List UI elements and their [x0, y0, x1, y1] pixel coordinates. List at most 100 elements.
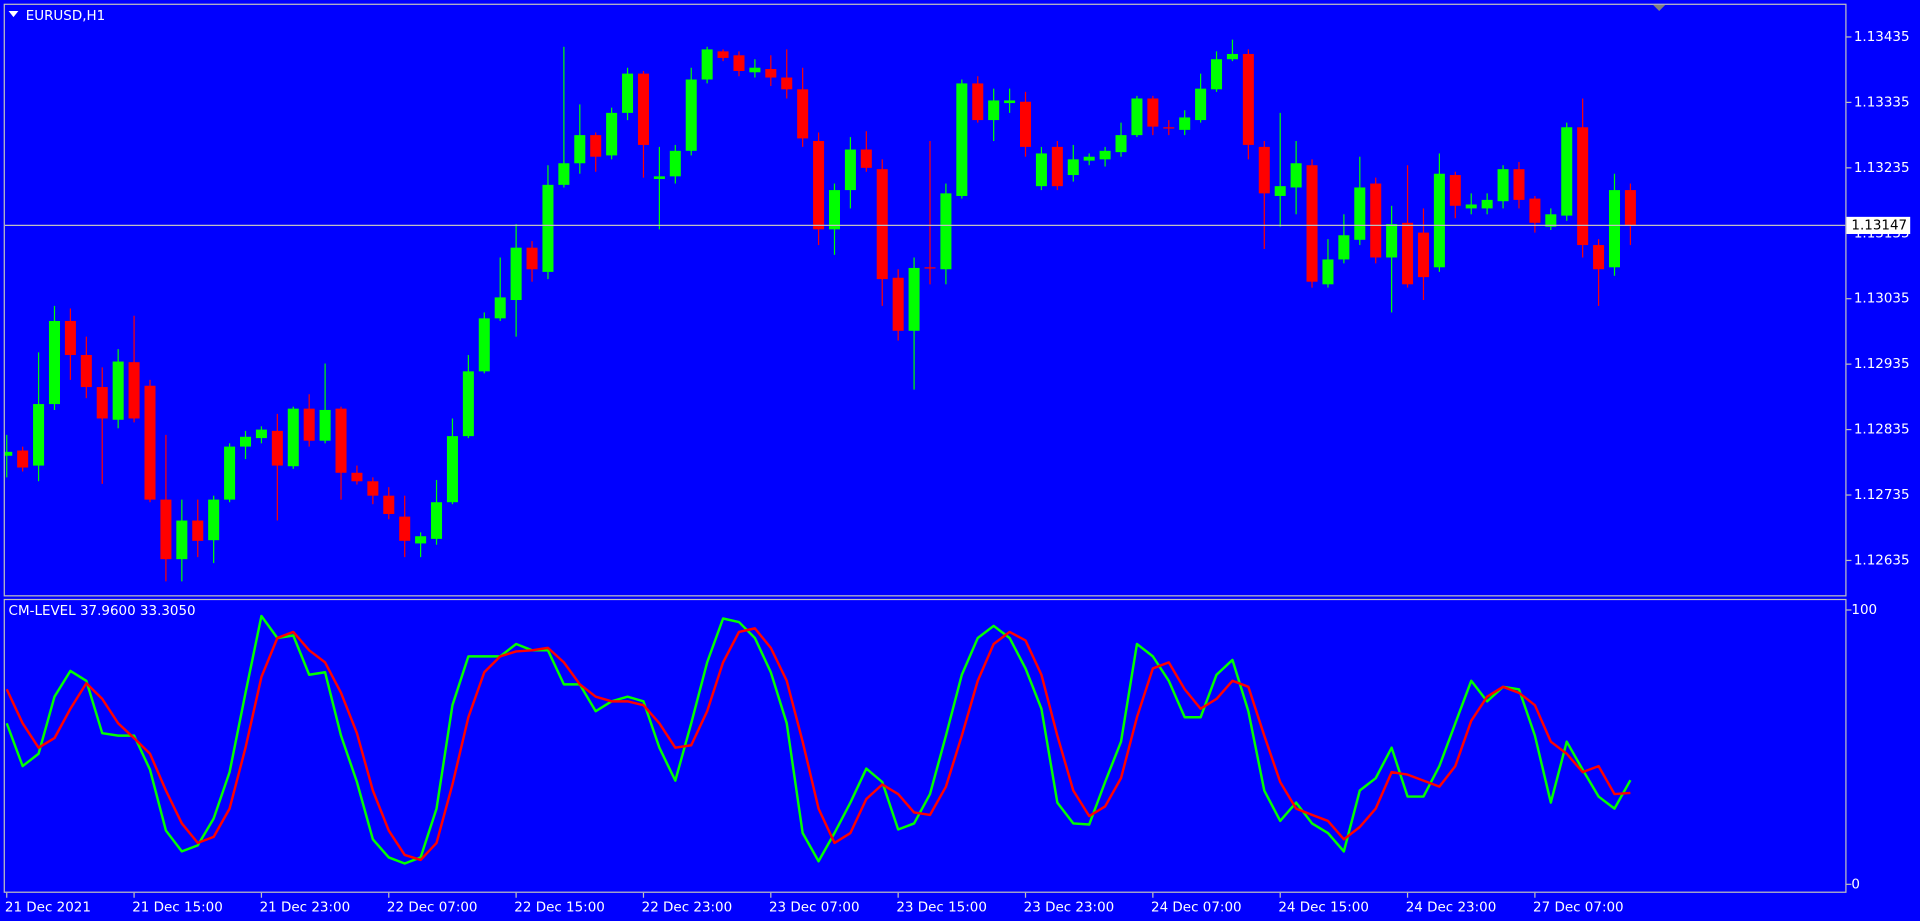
candle-body — [606, 112, 618, 156]
candle-body — [526, 247, 538, 270]
y-tick-label: 1.12835 — [1854, 422, 1910, 438]
candle-body — [383, 495, 395, 514]
y-tick-label: 1.13235 — [1854, 160, 1910, 176]
candle-body — [860, 149, 872, 168]
candle-body — [446, 436, 458, 503]
candle-body — [1561, 127, 1573, 216]
candle-body — [844, 149, 856, 191]
candle-body — [765, 69, 777, 78]
candle-body — [813, 141, 825, 230]
candle-body — [574, 135, 586, 164]
candle-body — [1258, 146, 1270, 194]
candle-body — [160, 499, 172, 560]
candle-body — [1449, 175, 1461, 206]
candle-body — [1545, 214, 1557, 227]
candle-body — [1608, 190, 1620, 268]
candle-body — [1067, 159, 1079, 176]
candle-body — [478, 318, 490, 372]
candle-body — [1099, 150, 1111, 160]
y-tick-label: 1.12935 — [1854, 356, 1910, 372]
candle-body — [112, 361, 124, 420]
candle-body — [669, 150, 681, 177]
candle-body — [1402, 222, 1414, 285]
x-tick-label: 23 Dec 07:00 — [769, 900, 860, 916]
candle-body — [1433, 173, 1445, 268]
candle-body — [462, 371, 474, 437]
candle-body — [1004, 100, 1016, 104]
candle-body — [335, 408, 347, 473]
x-tick-label: 22 Dec 15:00 — [514, 900, 605, 916]
candle-body — [940, 193, 952, 270]
candle-body — [1497, 169, 1509, 202]
candle-body — [351, 472, 363, 482]
x-tick-label: 22 Dec 23:00 — [642, 900, 733, 916]
x-tick-label: 24 Dec 15:00 — [1278, 900, 1369, 916]
candle-body — [988, 100, 1000, 121]
candle-body — [622, 73, 634, 113]
candle-body — [1051, 146, 1063, 187]
candle-body — [510, 247, 522, 301]
current-price-label: 1.13147 — [1851, 217, 1907, 233]
candle-body — [33, 404, 45, 466]
candle-body — [176, 520, 188, 560]
candle-body — [956, 83, 968, 196]
candle-body — [1179, 117, 1191, 130]
candle-body — [1481, 199, 1493, 209]
candle-body — [1083, 156, 1095, 161]
candle-body — [892, 277, 904, 331]
candle-body — [1163, 127, 1175, 129]
indicator-line — [5, 627, 1631, 862]
candle-body — [1290, 163, 1302, 188]
candle-body — [972, 83, 984, 121]
candle-body — [4, 451, 13, 456]
x-tick-label: 24 Dec 07:00 — [1151, 900, 1242, 916]
y-tick-label: 1.13435 — [1854, 29, 1910, 45]
candle-body — [1195, 88, 1207, 121]
candle-body — [255, 429, 267, 439]
candle-body — [1115, 135, 1127, 153]
candle-body — [80, 354, 92, 388]
candle-body — [876, 169, 888, 280]
candle-body — [1306, 165, 1318, 282]
candle-body — [701, 49, 713, 80]
candle-body — [1131, 98, 1143, 136]
candle-body — [781, 77, 793, 90]
candle-body — [685, 79, 697, 151]
candle-body — [558, 163, 570, 185]
candle-body — [96, 387, 108, 419]
candle-body — [1593, 245, 1605, 270]
y-tick-label: 1.12735 — [1854, 487, 1910, 503]
candle-body — [1211, 59, 1223, 90]
x-tick-label: 21 Dec 15:00 — [132, 900, 223, 916]
x-tick-label: 27 Dec 07:00 — [1533, 900, 1624, 916]
candle-body — [367, 481, 379, 496]
axes: 1.134351.133351.132351.131351.130351.129… — [5, 29, 1911, 916]
candle-body — [717, 51, 729, 58]
candle-body — [192, 520, 204, 541]
candle-body — [48, 320, 60, 405]
candle-body — [1226, 53, 1238, 60]
candle-body — [653, 176, 665, 179]
y-tick-label: 1.13335 — [1854, 94, 1910, 110]
candle-body — [924, 267, 936, 269]
x-tick-label: 24 Dec 23:00 — [1406, 900, 1497, 916]
candle-body — [637, 73, 649, 145]
x-tick-label: 21 Dec 23:00 — [260, 900, 351, 916]
symbol-menu-arrow[interactable] — [8, 11, 19, 18]
x-tick-label: 23 Dec 23:00 — [1024, 900, 1115, 916]
candle-body — [1370, 183, 1382, 258]
y-tick-label: 100 — [1851, 602, 1877, 618]
indicator-title: CM-LEVEL 37.9600 33.3050 — [9, 603, 196, 619]
candle-body — [1417, 232, 1429, 278]
candle-body — [828, 190, 840, 230]
candle-body — [749, 67, 761, 73]
candle-body — [287, 408, 299, 467]
candle-body — [1386, 224, 1398, 258]
chart-title: EURUSD,H1 — [26, 8, 105, 24]
price-plot — [4, 39, 1846, 582]
shift-marker — [1653, 4, 1666, 12]
candle-body — [1577, 127, 1589, 246]
x-tick-label: 23 Dec 15:00 — [896, 900, 987, 916]
candle-body — [319, 409, 331, 441]
candle-body — [1322, 259, 1334, 285]
